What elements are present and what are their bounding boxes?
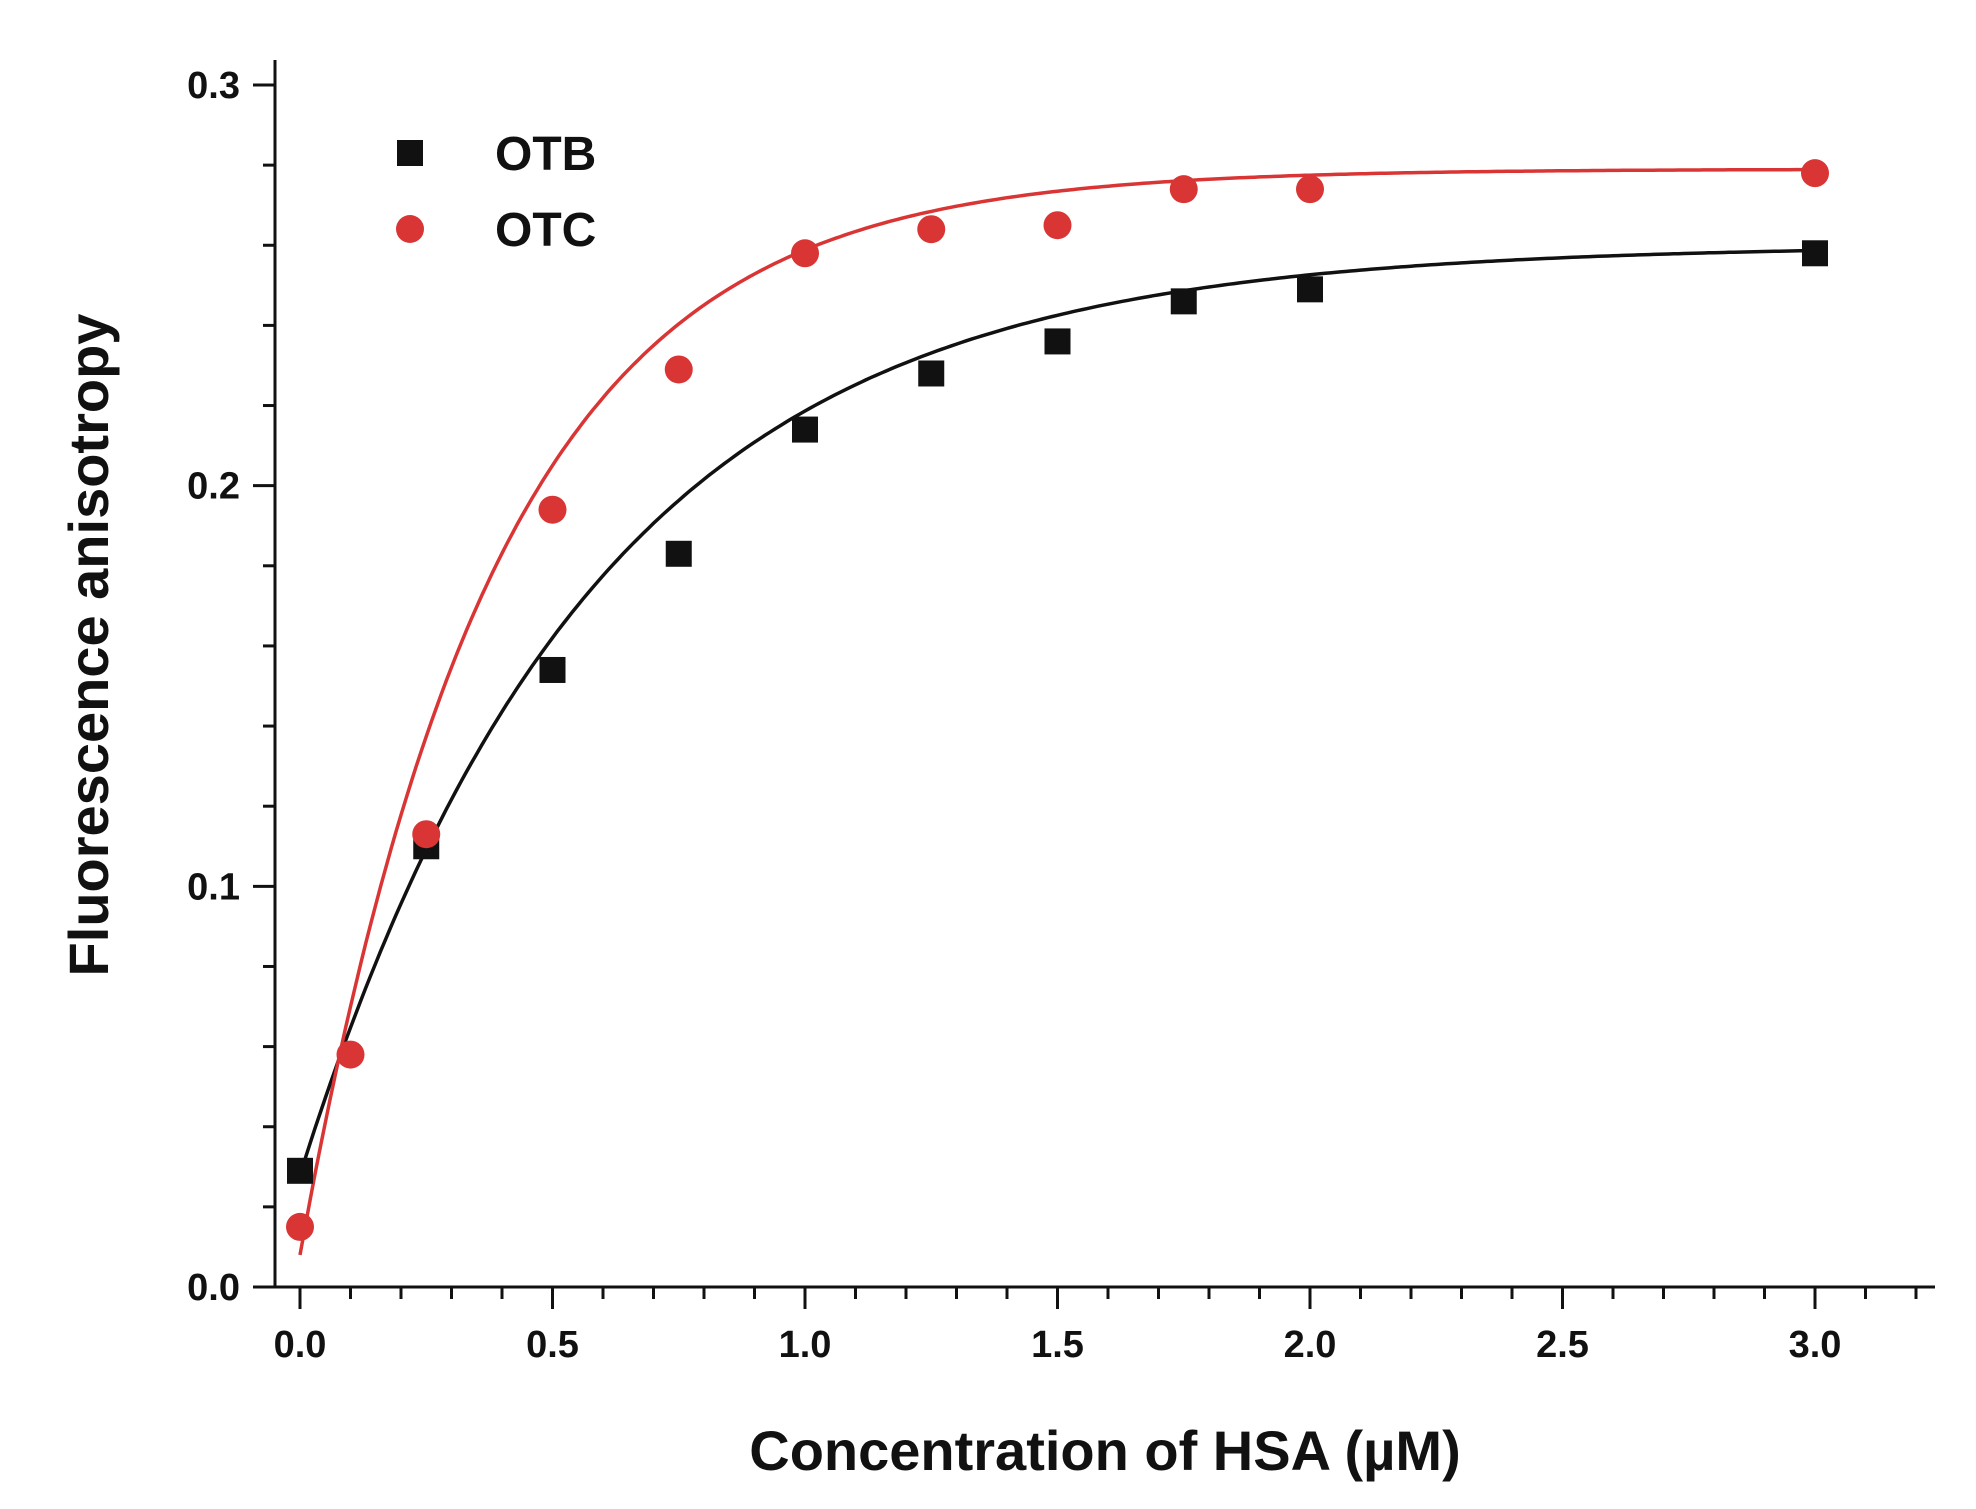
x-tick-label: 0.5 <box>526 1324 579 1366</box>
point-otc <box>412 820 441 849</box>
y-tick-label: 0.2 <box>187 466 240 508</box>
point-otb <box>1170 288 1197 315</box>
x-tick-label: 1.0 <box>779 1324 832 1366</box>
y-axis-title: Fluorescence anisotropy <box>57 314 120 977</box>
point-otb <box>665 540 692 567</box>
legend-label-otb: OTB <box>495 128 596 181</box>
x-tick-label: 1.5 <box>1031 1324 1084 1366</box>
point-otc <box>1801 159 1829 188</box>
point-otc <box>1043 211 1072 240</box>
y-tick-label: 0.1 <box>187 866 240 908</box>
point-otc <box>336 1040 365 1069</box>
fit-curve-otc <box>298 167 1815 1256</box>
x-tick-label: 3.0 <box>1789 1324 1842 1366</box>
point-otc <box>664 355 693 384</box>
data-points <box>286 159 1829 1241</box>
point-otc <box>791 239 819 268</box>
legend: OTB OTC <box>396 128 596 257</box>
legend-marker-otc <box>396 215 424 243</box>
y-tick-label: 0.3 <box>187 65 240 107</box>
point-otb <box>1297 276 1323 303</box>
legend-marker-otb <box>397 140 423 166</box>
y-tick-label: 0.0 <box>187 1267 240 1309</box>
point-otb <box>539 656 566 683</box>
point-otc <box>917 215 946 244</box>
tick-labels: 0.0 0.5 1.0 1.5 2.0 2.5 3.0 0.0 0.1 0.2 0.3 <box>187 65 1841 1366</box>
point-otc <box>1296 175 1324 204</box>
point-otc <box>1169 175 1198 204</box>
x-axis-title: Concentration of HSA (µM) <box>749 1419 1460 1482</box>
point-otc <box>286 1212 314 1241</box>
axis-ticks <box>253 83 1918 1309</box>
x-tick-label: 0.0 <box>274 1324 327 1366</box>
x-tick-label: 2.0 <box>1284 1324 1337 1366</box>
x-tick-label: 2.5 <box>1536 1324 1589 1366</box>
fit-curve-otb <box>298 248 1816 1176</box>
point-otb <box>918 360 945 387</box>
point-otb <box>1802 240 1828 267</box>
fit-curves <box>298 167 1816 1256</box>
point-otc <box>538 495 567 524</box>
legend-label-otc: OTC <box>495 204 596 257</box>
point-otb <box>287 1157 313 1184</box>
point-otb <box>1044 328 1071 355</box>
point-otb <box>792 416 818 443</box>
